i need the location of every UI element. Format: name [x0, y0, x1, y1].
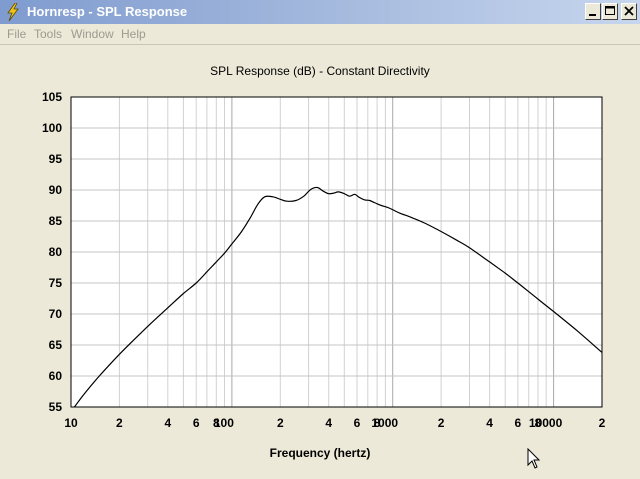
y-tick-label: 65 — [49, 338, 63, 352]
minimize-button[interactable] — [585, 3, 601, 20]
close-button[interactable] — [621, 3, 637, 20]
maximize-button[interactable] — [602, 3, 618, 20]
y-tick-label: 60 — [49, 369, 63, 383]
x-tick-label: 2 — [599, 416, 606, 430]
x-tick-label: 4 — [164, 416, 171, 430]
y-tick-label: 70 — [49, 307, 63, 321]
menu-window[interactable]: Window — [71, 27, 114, 41]
y-tick-label: 75 — [49, 276, 63, 290]
x-tick-label: 6 — [193, 416, 200, 430]
y-tick-label: 55 — [49, 400, 63, 414]
x-tick-label: 6 — [515, 416, 522, 430]
lightning-app-icon — [7, 3, 19, 21]
mouse-cursor-icon — [527, 448, 541, 469]
menu-tools[interactable]: Tools — [34, 27, 63, 41]
x-tick-label: 2 — [277, 416, 284, 430]
x-tick-label: 2 — [438, 416, 445, 430]
grid — [71, 97, 602, 407]
x-tick-label: 10 — [64, 416, 78, 430]
x-tick-label: 10000 — [529, 416, 563, 430]
x-tick-label: 4 — [325, 416, 332, 430]
x-tick-label: 6 — [354, 416, 361, 430]
y-tick-label: 85 — [49, 214, 63, 228]
y-tick-label: 105 — [42, 90, 62, 104]
x-tick-label: 2 — [116, 416, 123, 430]
spl-curve — [73, 186, 603, 408]
x-tick-label: 8 — [213, 416, 220, 430]
chart-title: SPL Response (dB) - Constant Directivity — [210, 64, 430, 78]
menu-file[interactable]: File — [7, 27, 27, 41]
close-icon — [624, 6, 634, 16]
window-title: Hornresp - SPL Response — [27, 4, 188, 19]
x-tick-label: 8 — [535, 416, 542, 430]
y-tick-label: 95 — [49, 152, 63, 166]
y-axis: 55 60 65 70 75 80 85 90 95 100 105 — [42, 90, 62, 414]
y-tick-label: 80 — [49, 245, 63, 259]
maximize-icon — [605, 6, 615, 15]
x-axis-label: Frequency (hertz) — [269, 446, 371, 460]
x-tick-label: 4 — [486, 416, 493, 430]
y-tick-label: 90 — [49, 183, 63, 197]
menu-help[interactable]: Help — [121, 27, 146, 41]
y-tick-label: 100 — [42, 121, 62, 135]
minimize-icon — [589, 14, 596, 16]
x-tick-label: 100 — [214, 416, 234, 430]
x-tick-label: 8 — [374, 416, 381, 430]
x-tick-label: 1000 — [371, 416, 398, 430]
menu-bar: File Tools Window Help — [0, 24, 640, 45]
title-bar[interactable]: Hornresp - SPL Response — [0, 0, 640, 24]
